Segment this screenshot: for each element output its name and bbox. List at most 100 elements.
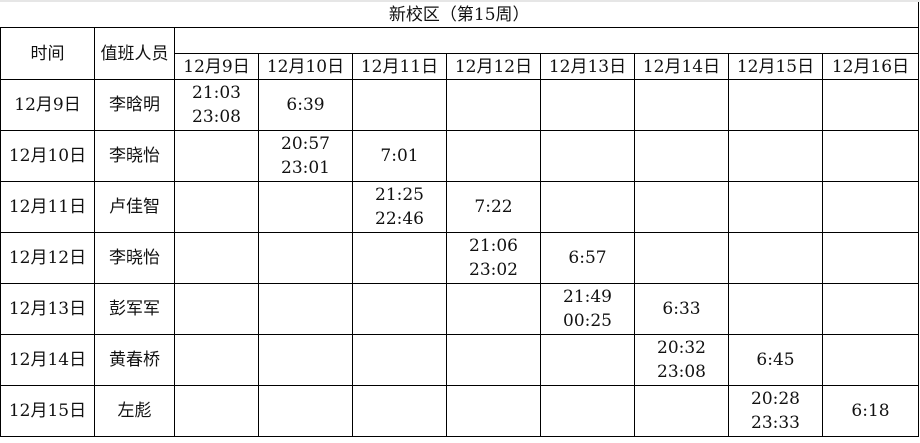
date-header: 12月10日 [258, 53, 353, 80]
time-cell [822, 181, 919, 233]
time-cell [540, 181, 635, 233]
table-title: 新校区（第15周） [0, 2, 919, 28]
time-cell [446, 283, 541, 335]
time-value: 21:06 [469, 236, 518, 256]
time-value: 6:18 [851, 401, 890, 421]
header-blank [174, 27, 919, 54]
time-cell [174, 283, 259, 335]
time-cell: 6:57 [540, 232, 635, 284]
time-cell [634, 232, 729, 284]
row-date: 12月15日 [0, 385, 95, 437]
time-cell: 20:57 23:01 [258, 130, 353, 182]
time-cell [540, 79, 635, 131]
row-staff: 彭军军 [94, 283, 175, 335]
time-value: 7:01 [380, 146, 419, 166]
row-date: 12月13日 [0, 283, 95, 335]
time-cell [540, 334, 635, 386]
time-value: 21:49 [563, 287, 612, 307]
row-date: 12月11日 [0, 181, 95, 233]
table-row: 12月14日 黄春桥 20:32 23:08 6:45 [0, 334, 919, 386]
time-cell [446, 385, 541, 437]
header-staff: 值班人员 [94, 27, 175, 80]
time-cell [258, 385, 353, 437]
time-value: 20:57 [281, 134, 330, 154]
time-value: 20:28 [751, 389, 800, 409]
table-row: 12月9日 李晗明 21:03 23:08 6:39 [0, 79, 919, 131]
table-row: 12月12日 李晓怡 21:06 23:02 6:57 [0, 232, 919, 284]
time-cell [634, 181, 729, 233]
time-value: 6:33 [662, 299, 701, 319]
header-time: 时间 [0, 27, 95, 80]
time-value: 00:25 [563, 311, 612, 331]
time-value: 21:03 [192, 83, 241, 103]
time-cell [174, 232, 259, 284]
date-header: 12月14日 [634, 53, 729, 80]
row-staff: 卢佳智 [94, 181, 175, 233]
time-value: 23:08 [657, 362, 706, 382]
time-value: 20:32 [657, 338, 706, 358]
time-cell: 7:01 [352, 130, 447, 182]
time-value: 22:46 [375, 209, 424, 229]
time-cell: 6:33 [634, 283, 729, 335]
table-row: 12月11日 卢佳智 21:25 22:46 7:22 [0, 181, 919, 233]
top-strip [0, 0, 920, 2]
time-cell [540, 130, 635, 182]
time-cell [352, 334, 447, 386]
time-cell [728, 232, 823, 284]
row-date: 12月10日 [0, 130, 95, 182]
time-cell [540, 385, 635, 437]
time-cell: 6:39 [258, 79, 353, 131]
row-date: 12月9日 [0, 79, 95, 131]
date-header: 12月9日 [174, 53, 259, 80]
time-cell [728, 130, 823, 182]
time-value: 21:25 [375, 185, 424, 205]
date-header: 12月16日 [822, 53, 919, 80]
time-cell [822, 232, 919, 284]
time-cell [634, 385, 729, 437]
time-cell [634, 130, 729, 182]
row-staff: 李晓怡 [94, 130, 175, 182]
row-staff: 黄春桥 [94, 334, 175, 386]
time-cell [174, 130, 259, 182]
time-cell [258, 283, 353, 335]
time-cell: 21:06 23:02 [446, 232, 541, 284]
time-cell [822, 334, 919, 386]
time-cell [352, 79, 447, 131]
time-value: 7:22 [474, 197, 513, 217]
time-value: 23:08 [192, 107, 241, 127]
table-row: 12月10日 李晓怡 20:57 23:01 7:01 [0, 130, 919, 182]
time-cell [258, 334, 353, 386]
time-cell [822, 283, 919, 335]
time-value: 6:39 [286, 95, 325, 115]
time-value: 23:33 [751, 413, 800, 433]
time-cell: 7:22 [446, 181, 541, 233]
time-cell: 21:03 23:08 [174, 79, 259, 131]
time-cell: 6:45 [728, 334, 823, 386]
row-staff: 左彪 [94, 385, 175, 437]
time-cell [728, 79, 823, 131]
time-value: 6:57 [568, 248, 607, 268]
time-cell [446, 334, 541, 386]
time-cell [446, 79, 541, 131]
time-cell [352, 385, 447, 437]
time-cell [728, 181, 823, 233]
table-row: 12月13日 彭军军 21:49 00:25 6:33 [0, 283, 919, 335]
time-value: 6:45 [756, 350, 795, 370]
row-date: 12月14日 [0, 334, 95, 386]
time-cell [446, 130, 541, 182]
time-cell [728, 283, 823, 335]
time-cell [174, 385, 259, 437]
time-cell [822, 79, 919, 131]
time-cell [174, 181, 259, 233]
time-cell [258, 181, 353, 233]
time-cell: 20:28 23:33 [728, 385, 823, 437]
row-staff: 李晓怡 [94, 232, 175, 284]
row-staff: 李晗明 [94, 79, 175, 131]
table-row: 12月15日 左彪 20:28 23:33 6:18 [0, 385, 919, 437]
time-cell: 21:49 00:25 [540, 283, 635, 335]
time-value: 23:01 [281, 158, 330, 178]
time-cell [174, 334, 259, 386]
row-date: 12月12日 [0, 232, 95, 284]
time-cell: 6:18 [822, 385, 919, 437]
